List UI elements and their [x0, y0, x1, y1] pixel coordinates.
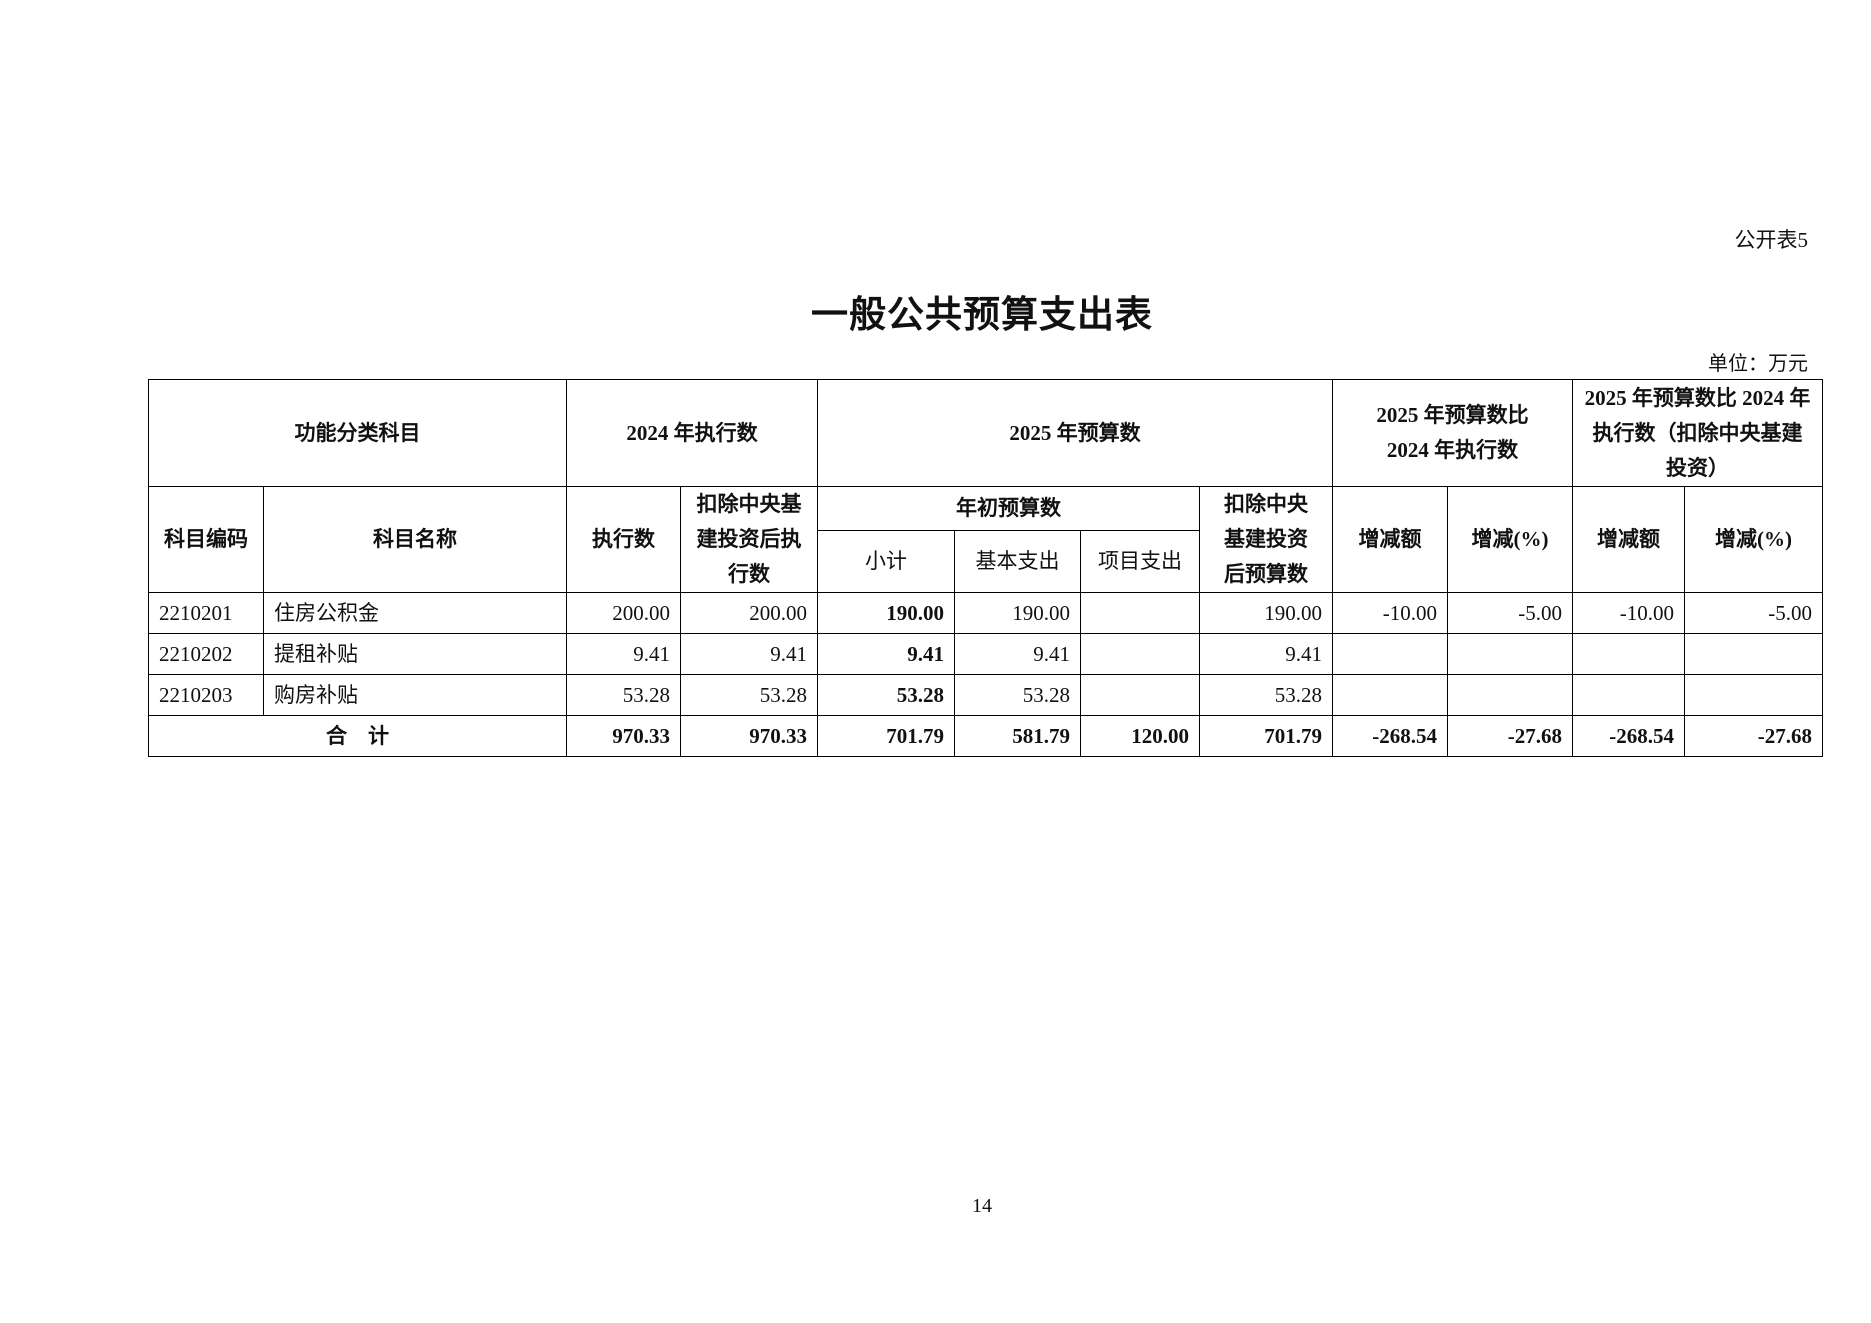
cell-exec: 53.28	[566, 674, 681, 716]
table-row: 2210202 提租补贴 9.41 9.41 9.41 9.41 9.41	[148, 633, 1823, 675]
cell-budget-excl: 53.28	[1199, 674, 1333, 716]
header-change-percent: 增减(%)	[1447, 486, 1573, 593]
cell-change-percent-2	[1684, 633, 1823, 675]
total-budget-excl: 701.79	[1199, 715, 1333, 757]
cell-name: 购房补贴	[263, 674, 567, 716]
cell-exec: 200.00	[566, 592, 681, 634]
header-change-percent-2: 增减(%)	[1684, 486, 1823, 593]
cell-name: 提租补贴	[263, 633, 567, 675]
table-row: 2210201 住房公积金 200.00 200.00 190.00 190.0…	[148, 592, 1823, 634]
cell-exec-excl: 200.00	[680, 592, 818, 634]
cell-change-amount-2	[1572, 674, 1685, 716]
total-label: 合 计	[148, 715, 567, 757]
header-compare-exec: 2025 年预算数比 2024 年执行数	[1332, 379, 1573, 487]
cell-change-amount: -10.00	[1332, 592, 1448, 634]
page-title: 一般公共预算支出表	[811, 295, 1153, 336]
cell-project	[1080, 633, 1200, 675]
header-code: 科目编码	[148, 486, 264, 593]
cell-change-percent	[1447, 633, 1573, 675]
cell-name: 住房公积金	[263, 592, 567, 634]
header-name: 科目名称	[263, 486, 567, 593]
cell-basic: 53.28	[954, 674, 1081, 716]
header-change-amount: 增减额	[1332, 486, 1448, 593]
cell-change-amount-2: -10.00	[1572, 592, 1685, 634]
cell-code: 2210202	[148, 633, 264, 675]
cell-budget-excl: 9.41	[1199, 633, 1333, 675]
header-basic: 基本支出	[954, 530, 1081, 593]
header-budget-excl: 扣除中央基建投资后预算数	[1199, 486, 1333, 593]
cell-code: 2210203	[148, 674, 264, 716]
total-row: 合 计 970.33 970.33 701.79 581.79 120.00 7…	[148, 715, 1823, 757]
header-exec: 执行数	[566, 486, 681, 593]
total-exec: 970.33	[566, 715, 681, 757]
cell-exec: 9.41	[566, 633, 681, 675]
cell-change-percent: -5.00	[1447, 592, 1573, 634]
header-compare-excl: 2025 年预算数比 2024 年执行数（扣除中央基建投资）	[1572, 379, 1823, 487]
header-exec-2024: 2024 年执行数	[566, 379, 818, 487]
cell-exec-excl: 9.41	[680, 633, 818, 675]
total-subtotal: 701.79	[817, 715, 955, 757]
cell-budget-excl: 190.00	[1199, 592, 1333, 634]
cell-subtotal: 53.28	[817, 674, 955, 716]
header-budget-2025: 2025 年预算数	[817, 379, 1333, 487]
cell-change-percent-2: -5.00	[1684, 592, 1823, 634]
header-subtotal: 小计	[817, 530, 955, 593]
cell-exec-excl: 53.28	[680, 674, 818, 716]
header-initial-budget: 年初预算数	[817, 486, 1200, 531]
cell-subtotal: 190.00	[817, 592, 955, 634]
cell-change-percent-2	[1684, 674, 1823, 716]
unit-label: 单位：万元	[1708, 353, 1808, 375]
header-change-amount-2: 增减额	[1572, 486, 1685, 593]
cell-basic: 190.00	[954, 592, 1081, 634]
total-exec-excl: 970.33	[680, 715, 818, 757]
total-project: 120.00	[1080, 715, 1200, 757]
header-project: 项目支出	[1080, 530, 1200, 593]
cell-subtotal: 9.41	[817, 633, 955, 675]
cell-code: 2210201	[148, 592, 264, 634]
cell-project	[1080, 592, 1200, 634]
table-number-label: 公开表5	[1734, 228, 1809, 252]
cell-change-percent	[1447, 674, 1573, 716]
header-exec-excl: 扣除中央基建投资后执行数	[680, 486, 818, 593]
header-func-category: 功能分类科目	[148, 379, 567, 487]
cell-change-amount-2	[1572, 633, 1685, 675]
total-change-amount-2: -268.54	[1572, 715, 1685, 757]
cell-change-amount	[1332, 633, 1448, 675]
total-basic: 581.79	[954, 715, 1081, 757]
total-change-amount: -268.54	[1332, 715, 1448, 757]
cell-basic: 9.41	[954, 633, 1081, 675]
cell-change-amount	[1332, 674, 1448, 716]
table-row: 2210203 购房补贴 53.28 53.28 53.28 53.28 53.…	[148, 674, 1823, 716]
cell-project	[1080, 674, 1200, 716]
page-number: 14	[972, 1195, 992, 1217]
total-change-percent: -27.68	[1447, 715, 1573, 757]
total-change-percent-2: -27.68	[1684, 715, 1823, 757]
budget-expenditure-table: 功能分类科目 2024 年执行数 2025 年预算数 2025 年预算数比 20…	[148, 379, 1823, 757]
